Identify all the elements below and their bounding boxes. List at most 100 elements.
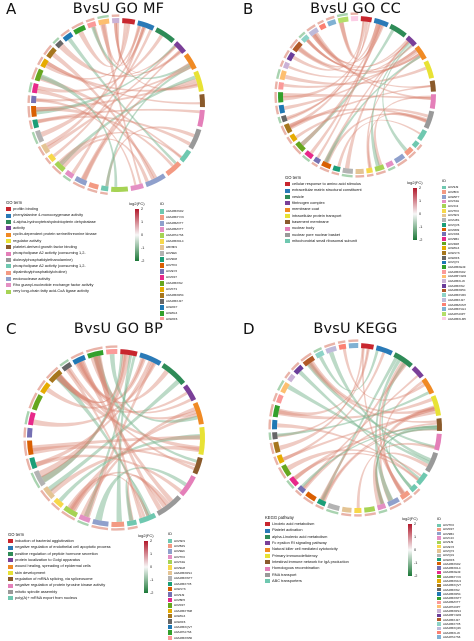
legend-label: RNA transport [272, 571, 297, 577]
fc-ring-segment [99, 191, 108, 195]
id-sector [355, 168, 364, 174]
fc-ring-segment [277, 116, 282, 124]
fc-ring-segment [30, 472, 41, 489]
id-item: A0A286XE49 [442, 265, 466, 270]
id-swatch [168, 538, 172, 543]
id-label: A0A286XLM5 [448, 316, 466, 320]
fc-ring-segment [272, 392, 278, 402]
id-swatch [442, 185, 446, 190]
id-swatch [437, 579, 441, 583]
fc-ring-segment [28, 120, 34, 130]
id-sector [40, 382, 51, 395]
chord-link [40, 74, 118, 187]
legend-swatch [8, 551, 13, 556]
legend-item: negative regulation of protein tyrosine … [8, 582, 111, 588]
id-item: H0V9B4 [442, 237, 466, 242]
fc-ring-segment [315, 503, 324, 510]
chord-link [311, 25, 385, 64]
id-swatch [437, 626, 441, 630]
legend-label: Intestinal immune network for IgA produc… [272, 559, 349, 565]
legend-label: Primary immunodeficiency [272, 552, 318, 558]
chord-link [283, 93, 431, 100]
id-swatch [437, 544, 441, 549]
legend-swatch [265, 566, 270, 571]
id-item: H0VQ72 [437, 549, 461, 553]
id-swatch [168, 608, 172, 613]
fc-ring-segment [290, 361, 300, 371]
chord-diagram [23, 345, 205, 531]
id-swatch [168, 587, 172, 592]
legend-swatch [6, 264, 11, 269]
term-sector [421, 377, 435, 395]
legend-swatch [6, 213, 11, 218]
id-sector [278, 92, 284, 103]
id-sector [55, 39, 64, 49]
id-sector [31, 83, 39, 94]
id-legend: ID H0VTK6 H0VR37 H0V9B4 H0VCJ3 H0V9J9 H0VEY6 H… [437, 516, 461, 639]
chord-link [100, 24, 145, 66]
legend-label: platelet-derived growth factor binding [13, 244, 77, 250]
id-label: A0A286XE49 [448, 265, 466, 270]
fc-ring-segment [28, 392, 38, 409]
id-item: H0VTK6 [437, 523, 461, 527]
id-label: A0A286ZVT7 [166, 221, 184, 225]
legend-item: phenylalanine 4-monooxygenase activity [6, 212, 97, 218]
id-swatch [160, 316, 164, 320]
term-sector [416, 472, 428, 486]
go-term-legend: GO term profilin binding phenylalanine 4-… [6, 200, 97, 295]
term-sector [161, 363, 186, 386]
fc-ring-segment [286, 479, 295, 490]
id-sector [409, 483, 418, 493]
id-label: H0V9J9 [174, 592, 185, 597]
id-item: H0VQ72 [442, 260, 466, 265]
id-item: A0A286XW2 [442, 283, 466, 288]
fc-ring-segment [319, 166, 330, 173]
id-item: A0A286XN02 [442, 269, 466, 274]
id-item: H0VX4H [442, 199, 466, 204]
id-swatch [437, 592, 441, 596]
legend-item: negative regulation of endothelial cell … [8, 544, 111, 550]
id-sector [78, 514, 91, 523]
id-item: A0A287A7S6 [160, 232, 184, 238]
id-item: A0A286X7X5 [168, 581, 192, 587]
chord-link [298, 370, 420, 480]
id-sector [272, 419, 278, 430]
term-sector [430, 395, 442, 416]
id-sector [29, 457, 38, 470]
panel-letter: A [6, 0, 17, 18]
term-sector [137, 20, 155, 31]
fc-ring-segment [387, 165, 396, 172]
id-item: A0A286XN02 [437, 562, 461, 566]
id-sector [272, 404, 281, 418]
id-swatch [160, 220, 164, 226]
colorbar-tick: -2 [150, 591, 154, 595]
term-sector [434, 433, 442, 451]
chord-link [325, 113, 427, 164]
legend-swatch [8, 539, 13, 544]
term-sector [360, 343, 375, 350]
id-sector [302, 355, 316, 367]
panel-title: BvsU KEGG [313, 321, 398, 337]
id-label: H0W2F6 [166, 317, 178, 320]
id-sector [63, 505, 79, 518]
id-label: A0A286XRS4 [443, 609, 461, 614]
fc-ring-segment [408, 150, 417, 159]
id-label: A0A286X7X5 [174, 581, 192, 586]
sector-ring [278, 15, 436, 174]
fc-ring-segment [325, 15, 335, 21]
id-swatch [160, 304, 164, 310]
id-sector [46, 47, 57, 59]
legend-swatch [285, 220, 290, 225]
legend-swatch [8, 564, 13, 569]
id-item: A0A286X7X5 [437, 622, 461, 626]
id-item: H0W9T7 [442, 194, 466, 199]
colorbar-tick: 2 [141, 207, 144, 211]
legend-item: Primary immunodeficiency [265, 553, 349, 559]
term-sector [436, 418, 442, 432]
id-item: H0W1Y6 [168, 587, 192, 592]
id-rows: H0VSF9 H0VB4S H0V9E6 H0VTK6 H0VX4H H0V9H8 A0A2… [168, 538, 192, 640]
colorbar-tick: 0 [141, 233, 144, 237]
chord-link [78, 358, 146, 400]
legend-label: very long-chain fatty acid-CoA ligase ac… [13, 288, 89, 294]
id-swatch [168, 624, 172, 630]
